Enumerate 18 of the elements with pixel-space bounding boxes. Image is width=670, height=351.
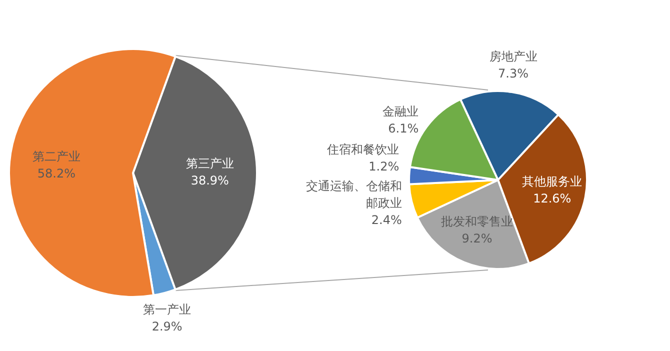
data-label: 2.4%	[371, 212, 402, 227]
data-label: 7.3%	[498, 66, 529, 80]
slice-label: 交通运输、仓储和邮政业	[306, 178, 402, 210]
data-label: 12.6%	[533, 191, 572, 206]
slice-label: 其他服务业	[522, 174, 582, 188]
slice-label: 第二产业	[32, 150, 80, 164]
data-label: 6.1%	[388, 121, 419, 136]
data-label: 1.2%	[368, 160, 400, 174]
slice-label: 第一产业	[143, 302, 192, 317]
data-label: 38.9%	[190, 174, 229, 188]
data-label: 9.2%	[462, 232, 492, 246]
slice-label: 金融业	[382, 104, 419, 118]
slice-label: 批发和零售业	[441, 214, 514, 229]
slice-label: 房地产业	[489, 49, 538, 64]
slice-label: 住宿和餐饮业	[326, 142, 400, 157]
slice-label: 第三产业	[186, 156, 234, 171]
data-label: 58.2%	[37, 166, 76, 181]
data-label: 2.9%	[152, 320, 182, 334]
